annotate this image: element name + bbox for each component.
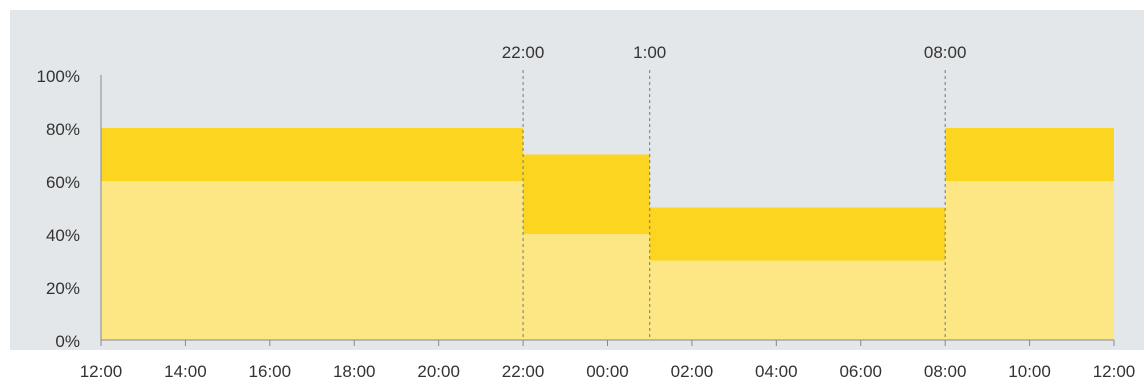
x-tick-label-9: 04:00 [755,362,798,381]
upper-band-segment-3 [649,207,946,261]
lower-band-segment-2 [523,234,650,340]
lower-band-segment-1 [101,181,524,340]
step-marker-label-1: 22:00 [502,43,545,62]
band-layer [101,128,1114,340]
x-tick-label-10: 06:00 [839,362,882,381]
y-tick-label-60pct: 60% [46,173,80,192]
y-tick-label-40pct: 40% [46,226,80,245]
x-tick-label-8: 02:00 [671,362,714,381]
x-tick-label-13: 12:00 [1093,362,1136,381]
x-tick-label-11: 08:00 [924,362,967,381]
lower-band-segment-4 [945,181,1114,340]
lower-band-segment-3 [649,260,946,340]
upper-band-segment-2 [523,154,650,234]
x-tick-label-12: 10:00 [1008,362,1051,381]
marker-layer: 22:00 1:00 08:00 [502,43,967,340]
upper-band-segment-4 [945,128,1114,181]
x-tick-label-4: 18:00 [333,362,376,381]
step-marker-label-3: 08:00 [924,43,967,62]
y-tick-label-0pct: 0% [55,332,80,351]
x-tick-label-1: 12:00 [80,362,123,381]
x-tick-label-7: 00:00 [586,362,629,381]
y-tick-label-20pct: 20% [46,279,80,298]
x-tick-label-5: 20:00 [417,362,460,381]
x-tick-label-3: 16:00 [249,362,292,381]
upper-band-segment-1 [101,128,524,181]
x-tick-label-6: 22:00 [502,362,545,381]
x-tick-label-2: 14:00 [164,362,207,381]
tick-layer: 0% 20% 40% 60% 80% 100% 12:00 14:00 16:00 18:00 20… [37,67,1136,381]
y-tick-label-80pct: 80% [46,120,80,139]
step-marker-label-2: 1:00 [633,43,666,62]
y-tick-label-100pct: 100% [37,67,80,86]
